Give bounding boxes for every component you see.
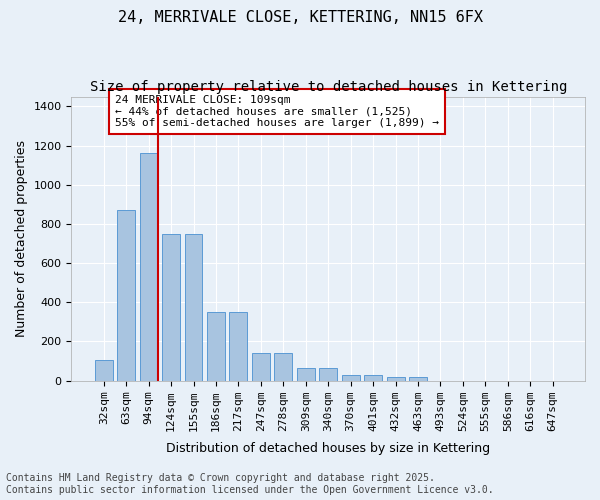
Bar <box>319 368 337 380</box>
Bar <box>252 352 270 380</box>
Bar <box>207 312 225 380</box>
Bar <box>185 234 202 380</box>
Bar <box>274 352 292 380</box>
Text: 24 MERRIVALE CLOSE: 109sqm
← 44% of detached houses are smaller (1,525)
55% of s: 24 MERRIVALE CLOSE: 109sqm ← 44% of deta… <box>115 94 439 128</box>
Bar <box>229 312 247 380</box>
X-axis label: Distribution of detached houses by size in Kettering: Distribution of detached houses by size … <box>166 442 490 455</box>
Text: Contains HM Land Registry data © Crown copyright and database right 2025.
Contai: Contains HM Land Registry data © Crown c… <box>6 474 494 495</box>
Bar <box>140 154 158 380</box>
Text: 24, MERRIVALE CLOSE, KETTERING, NN15 6FX: 24, MERRIVALE CLOSE, KETTERING, NN15 6FX <box>118 10 482 25</box>
Bar <box>117 210 135 380</box>
Bar <box>341 375 359 380</box>
Bar <box>364 375 382 380</box>
Bar <box>386 377 404 380</box>
Bar <box>297 368 315 380</box>
Bar <box>409 377 427 380</box>
Title: Size of property relative to detached houses in Kettering: Size of property relative to detached ho… <box>89 80 567 94</box>
Bar <box>95 360 113 380</box>
Y-axis label: Number of detached properties: Number of detached properties <box>15 140 28 337</box>
Bar <box>162 234 180 380</box>
